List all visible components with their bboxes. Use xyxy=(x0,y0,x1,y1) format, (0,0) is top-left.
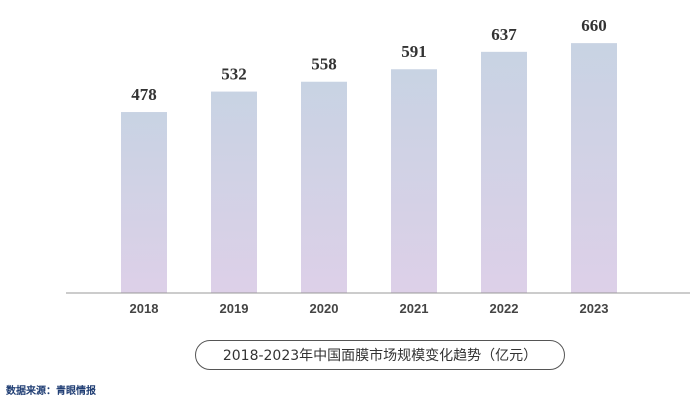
data-label-2021: 591 xyxy=(401,42,427,61)
source-note: 数据来源：青眼情报 xyxy=(6,386,96,397)
x-tick-label-2019: 2019 xyxy=(220,301,249,316)
x-tick-label-2018: 2018 xyxy=(130,301,159,316)
bar-chart: 478 2018 532 2019 558 2020 591 2021 637 2022 660 20… xyxy=(66,16,690,316)
x-tick-label-2023: 2023 xyxy=(580,301,609,316)
bar-2020 xyxy=(301,81,347,293)
bar-2019 xyxy=(211,91,257,293)
data-label-2022: 637 xyxy=(491,25,517,44)
bar-2022 xyxy=(481,51,527,293)
x-tick-label-2022: 2022 xyxy=(490,301,519,316)
chart-caption: 2018-2023年中国面膜市场规模变化趋势（亿元） xyxy=(195,340,565,370)
x-tick-label-2020: 2020 xyxy=(310,301,339,316)
x-tick-label-2021: 2021 xyxy=(400,301,429,316)
bar-2021 xyxy=(391,69,437,293)
data-label-2020: 558 xyxy=(311,55,337,74)
data-label-2019: 532 xyxy=(221,65,247,84)
data-label-2018: 478 xyxy=(131,85,157,104)
data-label-2023: 660 xyxy=(581,16,607,35)
bar-2018 xyxy=(121,112,167,293)
bar-2023 xyxy=(571,43,617,294)
